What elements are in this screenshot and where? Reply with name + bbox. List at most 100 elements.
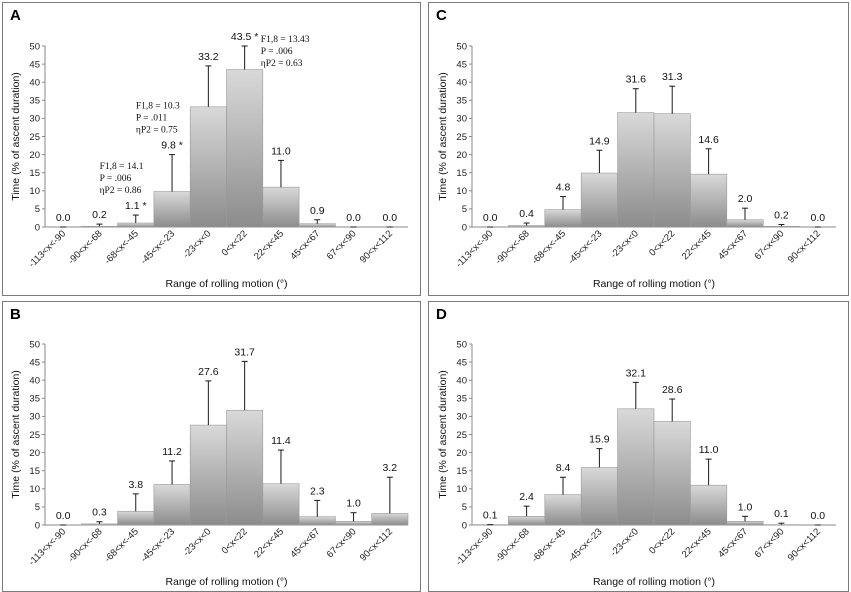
- panel-d-y-tick-label: 5: [462, 502, 467, 513]
- panel-a-bar: [117, 222, 155, 228]
- panel-a-stat-annotation: P = .006: [100, 174, 132, 184]
- panel-d-y-tick-label: 40: [456, 376, 467, 387]
- panel-b-y-tick-label: 30: [29, 412, 40, 423]
- panel-d-bar: [617, 408, 655, 526]
- panel-a-y-axis-title: Time (% of ascent duration): [10, 72, 22, 201]
- panel-d-y-tick-label: 25: [456, 430, 467, 441]
- panel-a-y-tick-label: 10: [29, 186, 40, 197]
- panel-a-x-axis-title: Range of rolling motion (°): [165, 278, 287, 290]
- panel-a-stat-annotation: P = .006: [261, 47, 293, 57]
- panel-d-y-tick-label: 0: [462, 520, 467, 531]
- panel-b-data-label: 27.6: [198, 366, 219, 378]
- panel-c-data-label: 0.0: [483, 212, 498, 224]
- panel-b-y-tick-label: 40: [29, 376, 40, 387]
- panel-a-y-tick-label: 0: [35, 222, 40, 233]
- panel-a-y-tick-label: 50: [29, 41, 40, 52]
- panel-d-bar: [544, 494, 582, 526]
- panel-a-bar: [81, 225, 118, 228]
- panel-d-data-label: 2.4: [519, 491, 534, 503]
- panel-c-data-label: 0.4: [519, 208, 534, 220]
- panel-a-data-label: 0.0: [383, 212, 398, 224]
- panel-b-data-label: 31.7: [234, 346, 255, 358]
- panel-d-data-label: 0.1: [483, 510, 498, 522]
- panel-a-data-label: 1.1 *: [125, 200, 147, 212]
- panel-a-data-label: 0.0: [346, 212, 361, 224]
- panel-c-bar: [580, 172, 618, 228]
- panel-b-bar: [335, 521, 372, 526]
- panel-b-data-label: 11.2: [162, 446, 182, 458]
- panel-a-bar: [298, 223, 336, 228]
- panel-d-data-label: 0.1: [774, 508, 789, 520]
- panel-d-y-tick-label: 35: [456, 394, 467, 405]
- panel-c: C 0 5 10 15 20 25 30 35 40 45 50 Time (% of ascent d…: [428, 2, 849, 296]
- panel-c-y-tick-label: 10: [456, 186, 467, 197]
- panel-b-bar: [189, 424, 227, 526]
- panel-d-bar: [508, 516, 546, 526]
- panel-b-data-label: 11.4: [271, 435, 291, 447]
- panel-d-y-tick-label: 45: [456, 357, 467, 368]
- panel-b-y-tick-label: 35: [29, 394, 40, 405]
- panel-c-bar: [544, 209, 582, 228]
- panel-b-data-label: 3.8: [128, 479, 143, 491]
- panel-b-y-tick-label: 20: [29, 448, 40, 459]
- panel-a-data-label: 0.9: [310, 205, 325, 217]
- panel-d-y-tick-label: 15: [456, 466, 467, 477]
- panel-b-y-tick-label: 0: [35, 520, 40, 531]
- panel-c-bar: [690, 173, 728, 228]
- panel-b-bar: [298, 516, 336, 526]
- panel-a-letter: A: [10, 7, 21, 24]
- panel-a: A 0 5 10 15 20 25 30 35 40 45 50 Time (% of ascent d…: [2, 2, 421, 296]
- panel-d-data-label: 15.9: [589, 434, 610, 446]
- panel-c-data-label: 14.9: [589, 135, 610, 147]
- panel-c-y-tick-label: 35: [456, 96, 467, 107]
- panel-c-data-label: 31.6: [626, 74, 647, 86]
- panel-a-data-label: 9.8 *: [161, 140, 183, 152]
- panel-c-data-label: 0.0: [810, 212, 825, 224]
- panel-c-data-label: 0.2: [774, 209, 789, 221]
- panel-b-x-axis-title: Range of rolling motion (°): [165, 576, 287, 588]
- panel-a-data-label: 0.2: [92, 209, 107, 221]
- panel-d-y-tick-label: 30: [456, 412, 467, 423]
- panel-a-bar: [153, 191, 191, 228]
- panel-b-bar: [262, 483, 300, 526]
- panel-c-bar: [762, 225, 800, 228]
- panel-c-y-tick-label: 20: [456, 150, 467, 161]
- panel-b-y-tick-label: 25: [29, 430, 40, 441]
- panel-b-data-label: 0.3: [92, 507, 107, 519]
- panel-a-y-tick-label: 15: [29, 168, 40, 179]
- panel-a-y-tick-label: 5: [35, 204, 40, 215]
- panel-d-bar: [580, 467, 618, 526]
- panel-b-bar: [153, 484, 191, 526]
- panel-d-y-tick-label: 10: [456, 484, 467, 495]
- panel-b-data-label: 3.2: [383, 462, 398, 474]
- panel-d-y-tick-label: 20: [456, 448, 467, 459]
- panel-c-y-tick-label: 40: [456, 78, 467, 89]
- panel-c-y-tick-label: 45: [456, 59, 467, 70]
- panel-c-y-axis-title: Time (% of ascent duration): [437, 72, 449, 201]
- panel-d-x-axis-title: Range of rolling motion (°): [593, 576, 715, 588]
- panel-c-letter: C: [436, 7, 447, 24]
- panel-c-bar: [508, 225, 546, 228]
- panel-c-bar: [726, 219, 764, 228]
- panel-d-data-label: 0.0: [810, 510, 825, 522]
- panel-a-stat-annotation: ηP2 = 0.86: [100, 186, 142, 196]
- panel-b-data-label: 2.3: [310, 485, 325, 497]
- panel-b: B 0 5 10 15 20 25 30 35 40 45 50 Time (% of ascent d…: [2, 301, 421, 592]
- panel-a-data-label: 11.0: [271, 145, 291, 157]
- panel-a-y-tick-label: 35: [29, 96, 40, 107]
- panel-b-data-label: 1.0: [346, 498, 361, 510]
- panel-b-letter: B: [10, 306, 21, 323]
- panel-b-bar: [371, 513, 409, 526]
- panel-a-stat-annotation: ηP2 = 0.75: [136, 126, 178, 136]
- panel-d-bar: [726, 521, 764, 526]
- panel-c-data-label: 2.0: [738, 193, 753, 205]
- panel-d: D 0 5 10 15 20 25 30 35 40 45 50 Time (% of ascent d…: [428, 301, 849, 592]
- panel-a-y-tick-label: 40: [29, 78, 40, 89]
- panel-a-stat-annotation: ηP2 = 0.63: [261, 59, 303, 69]
- panel-d-data-label: 32.1: [626, 367, 647, 379]
- panel-b-y-tick-label: 50: [29, 339, 40, 350]
- panel-d-bar: [690, 484, 728, 526]
- panel-a-y-tick-label: 25: [29, 132, 40, 143]
- panel-a-stat-annotation: P = .011: [136, 114, 168, 124]
